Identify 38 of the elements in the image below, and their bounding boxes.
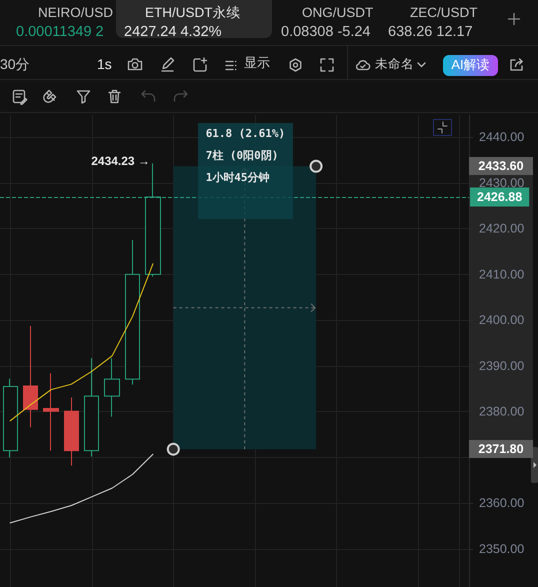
y-tick-label: 2420.00 [479,222,524,236]
text: NEIRO/USD [38,5,114,21]
y-tick-label: 2430.00 [479,176,524,190]
annotation: 7柱 (0阳0阴) [206,149,278,163]
text: 2371.80 [469,440,533,458]
chart-title: ETH/USDT永续 [145,5,240,21]
line-series [10,454,154,524]
annotation: 1小时45分钟 [206,171,270,185]
y-tick-label: 2390.00 [479,358,524,373]
annotation: 2434.23 → [91,154,150,170]
text: 0.08308 -5.24 [281,24,370,41]
candlestick [64,396,79,466]
text: 1s [97,56,112,72]
text: 2433.60 [469,157,533,176]
annotation: 61.8 (2.61%) [206,127,286,141]
y-tick-label: 2380.00 [479,404,524,419]
text: 未命名 [375,57,414,72]
y-tick-label: 2400.00 [479,313,524,328]
text: 638.26 12.17 [388,24,473,41]
candlestick [84,358,99,458]
candlestick [104,358,120,418]
y-tick-label: 2350.00 [479,542,524,556]
line-series [10,263,154,422]
text: 显示 [244,55,270,71]
text: 0.00011349 2 [16,24,104,41]
y-tick-label: 2410.00 [479,267,524,282]
ref-line-label: 2426.88 [477,190,522,204]
y-tick-label: 2440.00 [479,130,524,144]
pill-button: AI解读 [443,55,498,76]
candlestick [43,372,59,452]
text: 30分 [0,56,30,72]
chart-subtitle: 2427.24 4.32% [124,24,222,41]
candlestick [3,378,18,458]
y-tick-label: 2360.00 [479,496,524,510]
text: ONG/USDT [302,5,374,21]
candlestick [23,326,38,428]
candlestick [125,239,140,386]
text: ZEC/USDT [410,5,478,21]
